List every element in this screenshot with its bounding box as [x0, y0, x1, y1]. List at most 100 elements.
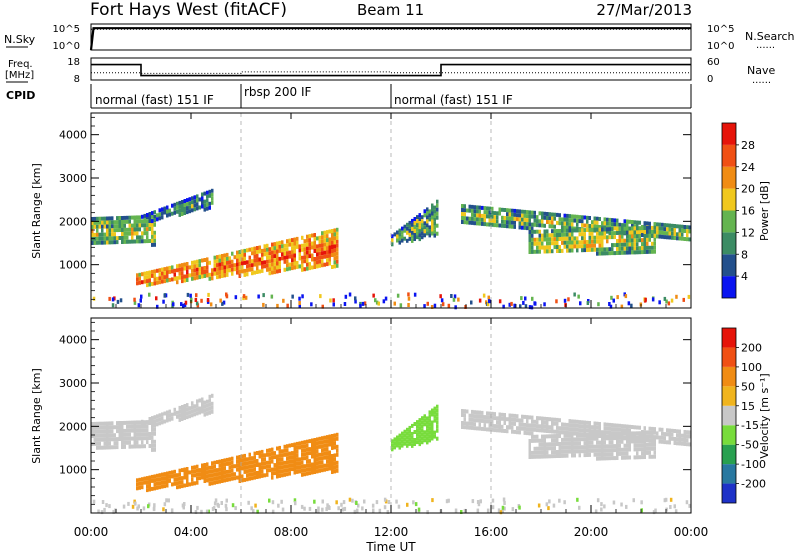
velocity-cell [181, 405, 184, 409]
velocity-cell [211, 465, 214, 470]
power-cell [288, 266, 291, 271]
velocity-cell [186, 407, 189, 412]
velocity-cell [163, 472, 166, 477]
power-cell [206, 269, 209, 274]
power-cell [556, 249, 559, 253]
power-cell [293, 265, 296, 270]
velocity-cell [393, 445, 396, 450]
power-cell [678, 232, 681, 237]
velocity-cell [193, 408, 196, 413]
power-cell [128, 215, 131, 220]
velocity-cell [216, 468, 219, 473]
velocity-cell [108, 504, 111, 509]
power-cell [98, 220, 101, 225]
velocity-cell [571, 419, 574, 424]
power-cell [536, 241, 539, 246]
power-cell [631, 246, 634, 251]
velocity-cell [333, 441, 336, 446]
velocity-cell [328, 462, 331, 467]
power-cell [468, 220, 471, 225]
velocity-cell [473, 418, 476, 423]
power-cell [223, 265, 226, 270]
power-cell [233, 263, 236, 268]
power-cell [181, 275, 184, 280]
power-cell [603, 231, 606, 236]
power-cell [96, 224, 99, 229]
velocity-cell [553, 442, 556, 447]
power-cell [168, 265, 171, 270]
power-cell [116, 224, 119, 229]
power-cell [186, 270, 189, 274]
velocity-cell [606, 452, 609, 457]
power-cell [343, 302, 347, 306]
velocity-cell [243, 461, 246, 466]
power-cell [646, 237, 649, 242]
velocity-cell [298, 465, 301, 470]
power-cell [236, 250, 239, 255]
velocity-cell [426, 420, 429, 425]
velocity-cell [101, 500, 105, 504]
power-cell [266, 243, 269, 248]
power-cell [508, 224, 511, 229]
velocity-cell [111, 445, 114, 450]
velocity-cell [146, 480, 149, 485]
velocity-cell [387, 500, 391, 504]
power-cell [111, 224, 114, 229]
velocity-cell [611, 456, 614, 461]
power-cell [538, 223, 541, 228]
power-cell [161, 267, 164, 272]
velocity-cell [593, 444, 596, 449]
power-cell [178, 267, 181, 272]
power-cell [203, 207, 206, 212]
power-cell [201, 270, 204, 275]
power-cell [636, 246, 639, 251]
power-cell [151, 230, 154, 235]
power-cell [306, 254, 309, 259]
velocity-cell [317, 509, 320, 514]
velocity-cell [281, 473, 284, 478]
power-cell [407, 292, 410, 297]
power-cell [231, 271, 234, 276]
velocity-cell [208, 473, 211, 478]
velocity-cell [301, 468, 304, 473]
velocity-cell [303, 506, 306, 511]
power-cell [611, 243, 614, 248]
xtick-label: 08:00 [274, 525, 309, 539]
power-cell [108, 228, 111, 233]
power-cell [96, 220, 99, 225]
power-cell [661, 222, 664, 227]
velocity-cell [613, 448, 616, 453]
power-cell [166, 209, 169, 214]
velocity-cell [231, 456, 234, 461]
power-cell [172, 302, 175, 307]
power-cell [421, 223, 424, 228]
velocity-cell [313, 462, 316, 466]
power-cell [526, 210, 529, 215]
power-cell [611, 247, 614, 252]
power-cell [416, 215, 419, 220]
velocity-cell [96, 425, 99, 430]
velocity-cell [513, 429, 516, 434]
power-cell [643, 230, 646, 234]
velocity-cell [153, 486, 156, 491]
velocity-cell [243, 453, 246, 458]
power-cell [268, 267, 271, 272]
power-cell [583, 232, 586, 237]
power-cell [598, 231, 601, 236]
power-cell [426, 301, 429, 306]
power-cell [138, 239, 141, 244]
power-cell [411, 230, 414, 235]
power-cell [463, 204, 466, 209]
velocity-cell [471, 421, 474, 426]
velocity-cell [141, 440, 144, 445]
power-cell [226, 264, 229, 269]
velocity-cell [203, 412, 206, 417]
velocity-colorbar-tick-label: -200 [741, 478, 766, 491]
velocity-cell [201, 471, 204, 476]
velocity-cell [493, 416, 496, 421]
power-cell [246, 272, 249, 277]
power-cell [543, 229, 546, 234]
power-cell [510, 301, 513, 306]
velocity-cell [96, 437, 99, 442]
velocity-cell [131, 436, 134, 441]
